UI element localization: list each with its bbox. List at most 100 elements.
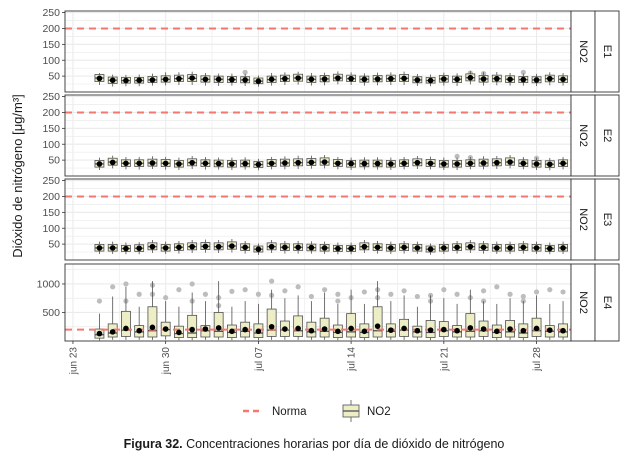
- outlier-point: [454, 153, 460, 159]
- mean-point: [242, 160, 248, 167]
- strip-station-label: E2: [601, 129, 613, 142]
- outlier-point: [123, 281, 129, 287]
- mean-point: [96, 161, 103, 167]
- mean-point: [229, 76, 235, 83]
- box: [266, 308, 277, 337]
- outlier-point: [110, 284, 116, 290]
- outlier-point: [441, 287, 447, 293]
- mean-point: [162, 76, 169, 83]
- box: [213, 312, 224, 338]
- boxplot-chart: 50 100 150 200 250 NO2 E1 50 100 150 200 250 NO2 E2 50…: [10, 7, 620, 422]
- mean-point: [401, 160, 407, 167]
- mean-point: [441, 161, 447, 167]
- outlier-point: [480, 288, 487, 294]
- mean-point: [149, 324, 156, 331]
- mean-point: [136, 327, 142, 334]
- mean-point: [507, 326, 513, 332]
- outlier-point: [388, 291, 394, 297]
- mean-point: [414, 77, 421, 83]
- y-tick-label: 200: [42, 107, 60, 119]
- mean-point: [282, 75, 288, 82]
- outlier-point: [401, 288, 407, 294]
- strip-pollutant-label: NO2: [577, 40, 589, 63]
- strip-pollutant: [570, 94, 596, 177]
- mean-point: [282, 244, 288, 251]
- y-tick-label: 50: [48, 155, 60, 167]
- mean-point: [202, 76, 209, 83]
- outlier-point: [560, 289, 566, 295]
- mean-point: [176, 244, 182, 251]
- mean-point: [507, 245, 513, 251]
- y-tick-label: 100: [42, 223, 60, 235]
- outlier-point: [282, 288, 288, 294]
- mean-point: [454, 161, 460, 167]
- mean-point: [374, 160, 381, 167]
- x-tick-label: jul 21: [439, 347, 450, 372]
- outlier-point: [163, 295, 169, 301]
- mean-point: [414, 245, 421, 251]
- mean-point: [308, 327, 315, 334]
- mean-point: [308, 244, 315, 251]
- mean-point: [507, 159, 513, 165]
- mean-point: [268, 76, 275, 83]
- y-tick-label: 50: [48, 71, 60, 83]
- mean-point: [467, 325, 474, 331]
- outlier-point: [202, 291, 209, 297]
- mean-point: [123, 325, 129, 332]
- caption-label: Figura 32.: [123, 437, 183, 451]
- strip-pollutant-label: NO2: [577, 124, 589, 147]
- mean-point: [189, 159, 195, 166]
- mean-point: [189, 326, 195, 333]
- mean-point: [533, 161, 540, 167]
- outlier-point: [255, 291, 261, 297]
- mean-point: [123, 245, 129, 252]
- mean-point: [149, 243, 156, 250]
- outlier-point: [308, 293, 314, 300]
- caption-text: Concentraciones horarias por día de dióx…: [186, 437, 505, 451]
- figure-caption: Figura 32. Concentraciones horarias por …: [0, 437, 628, 451]
- mean-point: [295, 325, 301, 332]
- mean-point: [123, 77, 129, 84]
- outlier-point: [335, 291, 341, 297]
- outlier-point: [229, 288, 235, 294]
- legend-no2-label: NO2: [367, 406, 391, 418]
- outlier-point: [414, 293, 420, 300]
- mean-point: [321, 76, 328, 82]
- outlier-point: [520, 293, 526, 300]
- mean-point: [176, 161, 182, 167]
- mean-point: [242, 77, 248, 83]
- mean-point: [215, 76, 222, 83]
- legend-norma-label: Norma: [272, 406, 307, 418]
- mean-point: [268, 323, 275, 330]
- mean-point: [414, 159, 421, 166]
- mean-point: [176, 75, 182, 82]
- mean-point: [494, 328, 500, 335]
- mean-point: [533, 77, 540, 83]
- mean-point: [321, 245, 328, 251]
- mean-point: [441, 76, 447, 82]
- mean-point: [149, 160, 156, 166]
- mean-point: [255, 246, 262, 252]
- mean-point: [255, 78, 262, 84]
- mean-point: [136, 160, 142, 167]
- mean-point: [361, 328, 368, 335]
- mean-point: [401, 325, 407, 332]
- outlier-point: [322, 287, 328, 293]
- mean-point: [560, 76, 566, 83]
- outlier-point: [136, 291, 142, 297]
- strip-pollutant-label: NO2: [577, 291, 589, 314]
- outlier-point: [533, 289, 540, 295]
- mean-point: [202, 160, 209, 167]
- mean-point: [109, 77, 116, 84]
- outlier-point: [454, 291, 460, 297]
- outlier-point: [295, 284, 301, 290]
- outlier-point: [189, 281, 195, 287]
- mean-point: [215, 243, 222, 250]
- x-tick-label: jul 07: [254, 347, 265, 372]
- x-tick-label: jul 28: [532, 347, 543, 372]
- box: [346, 313, 357, 338]
- strip-pollutant-label: NO2: [577, 208, 589, 231]
- mean-point: [361, 76, 368, 83]
- mean-point: [176, 329, 182, 336]
- mean-point: [388, 245, 394, 251]
